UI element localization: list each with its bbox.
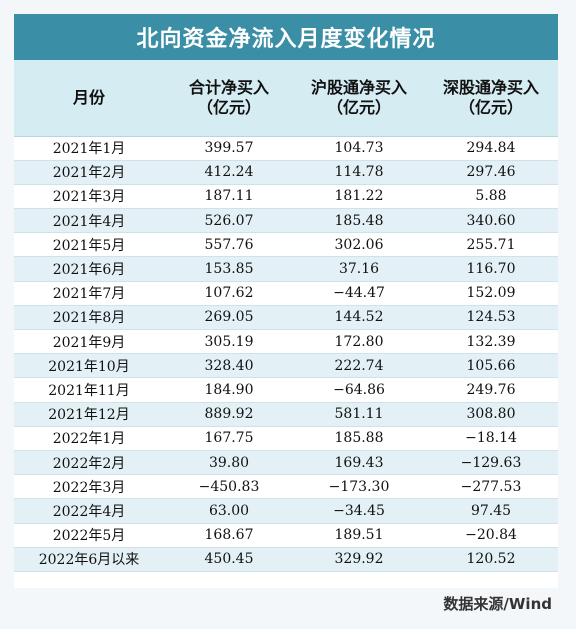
table-card: 北向资金净流入月度变化情况 月份 合计净买入 （亿元） 沪股通净买入 （亿元） … [14, 14, 558, 588]
table-row: 2021年6月 153.85 37.16 116.70 [14, 256, 558, 282]
cell-total: 107.62 [164, 281, 294, 306]
cell-shenzhen: 105.66 [424, 353, 558, 379]
header-row: 月份 合计净买入 （亿元） 沪股通净买入 （亿元） 深股通净买入 （亿元） [14, 60, 558, 137]
cell-shanghai: −173.30 [294, 474, 424, 500]
table-row: 2021年3月 187.11 181.22 5.88 [14, 184, 558, 210]
cell-month: 2021年12月 [14, 402, 164, 427]
cell-month: 2021年8月 [14, 305, 164, 331]
cell-shenzhen: 97.45 [424, 498, 558, 524]
cell-shenzhen: 5.88 [424, 184, 558, 210]
table-row: 2021年12月 889.92 581.11 308.80 [14, 402, 558, 427]
cell-shanghai: 172.80 [294, 329, 424, 355]
cell-month: 2022年5月 [14, 523, 164, 548]
cell-shanghai: 329.92 [294, 547, 424, 572]
cell-total: 305.19 [164, 329, 294, 355]
data-table: 月份 合计净买入 （亿元） 沪股通净买入 （亿元） 深股通净买入 （亿元） 20… [14, 60, 558, 572]
table-title: 北向资金净流入月度变化情况 [14, 14, 558, 60]
cell-shenzhen: 120.52 [424, 547, 558, 572]
cell-month: 2022年6月以来 [14, 547, 164, 572]
table-row: 2021年8月 269.05 144.52 124.53 [14, 305, 558, 331]
table-row: 2021年10月 328.40 222.74 105.66 [14, 353, 558, 379]
cell-shanghai: −44.47 [294, 281, 424, 306]
cell-total: 412.24 [164, 160, 294, 185]
cell-total: 187.11 [164, 184, 294, 210]
cell-total: 167.75 [164, 426, 294, 451]
cell-shanghai: 104.73 [294, 136, 424, 161]
cell-shenzhen: 255.71 [424, 232, 558, 258]
cell-month: 2021年7月 [14, 281, 164, 306]
cell-total: 63.00 [164, 498, 294, 524]
cell-shanghai: 169.43 [294, 450, 424, 476]
cell-month: 2021年5月 [14, 232, 164, 258]
cell-total: 153.85 [164, 256, 294, 282]
cell-shenzhen: −277.53 [424, 474, 558, 500]
cell-shenzhen: 132.39 [424, 329, 558, 355]
table-row: 2021年4月 526.07 185.48 340.60 [14, 208, 558, 234]
cell-total: −450.83 [164, 474, 294, 500]
cell-month: 2022年4月 [14, 498, 164, 524]
cell-shenzhen: 116.70 [424, 256, 558, 282]
header-total: 合计净买入 （亿元） [164, 60, 294, 137]
cell-shanghai: 181.22 [294, 184, 424, 210]
cell-shanghai: 185.48 [294, 208, 424, 234]
table-row: 2021年1月 399.57 104.73 294.84 [14, 136, 558, 161]
cell-total: 168.67 [164, 523, 294, 548]
cell-total: 399.57 [164, 136, 294, 161]
cell-month: 2021年1月 [14, 136, 164, 161]
cell-total: 889.92 [164, 402, 294, 427]
cell-shanghai: 581.11 [294, 402, 424, 427]
cell-month: 2022年2月 [14, 450, 164, 476]
table-row: 2021年7月 107.62 −44.47 152.09 [14, 281, 558, 306]
cell-shenzhen: −20.84 [424, 523, 558, 548]
table-row: 2021年9月 305.19 172.80 132.39 [14, 329, 558, 355]
cell-shanghai: 189.51 [294, 523, 424, 548]
cell-shenzhen: 340.60 [424, 208, 558, 234]
header-shenzhen: 深股通净买入 （亿元） [424, 60, 558, 137]
table-row: 2021年2月 412.24 114.78 297.46 [14, 160, 558, 185]
header-month: 月份 [14, 60, 164, 137]
table-row: 2022年2月 39.80 169.43 −129.63 [14, 450, 558, 476]
cell-month: 2021年6月 [14, 256, 164, 282]
cell-shenzhen: 124.53 [424, 305, 558, 331]
cell-shenzhen: −18.14 [424, 426, 558, 451]
cell-shanghai: 114.78 [294, 160, 424, 185]
cell-shenzhen: 308.80 [424, 402, 558, 427]
table-row: 2021年5月 557.76 302.06 255.71 [14, 232, 558, 258]
cell-month: 2021年9月 [14, 329, 164, 355]
cell-shenzhen: 152.09 [424, 281, 558, 306]
cell-total: 269.05 [164, 305, 294, 331]
cell-shanghai: 302.06 [294, 232, 424, 258]
cell-shanghai: 144.52 [294, 305, 424, 331]
cell-total: 184.90 [164, 377, 294, 403]
table-row: 2022年3月 −450.83 −173.30 −277.53 [14, 474, 558, 500]
cell-total: 39.80 [164, 450, 294, 476]
table-row: 2022年4月 63.00 −34.45 97.45 [14, 498, 558, 524]
cell-month: 2021年10月 [14, 353, 164, 379]
table-row: 2022年1月 167.75 185.88 −18.14 [14, 426, 558, 451]
table-row: 2022年5月 168.67 189.51 −20.84 [14, 523, 558, 548]
cell-total: 557.76 [164, 232, 294, 258]
cell-shenzhen: 294.84 [424, 136, 558, 161]
cell-total: 450.45 [164, 547, 294, 572]
table-row: 2021年11月 184.90 −64.86 249.76 [14, 377, 558, 403]
cell-month: 2022年1月 [14, 426, 164, 451]
cell-month: 2021年3月 [14, 184, 164, 210]
cell-shenzhen: 249.76 [424, 377, 558, 403]
cell-shanghai: 185.88 [294, 426, 424, 451]
cell-shanghai: 222.74 [294, 353, 424, 379]
header-shanghai: 沪股通净买入 （亿元） [294, 60, 424, 137]
cell-month: 2021年2月 [14, 160, 164, 185]
cell-month: 2021年4月 [14, 208, 164, 234]
cell-total: 328.40 [164, 353, 294, 379]
table-row: 2022年6月以来 450.45 329.92 120.52 [14, 547, 558, 572]
cell-shanghai: −34.45 [294, 498, 424, 524]
cell-shanghai: 37.16 [294, 256, 424, 282]
cell-month: 2021年11月 [14, 377, 164, 403]
cell-total: 526.07 [164, 208, 294, 234]
cell-shenzhen: 297.46 [424, 160, 558, 185]
cell-month: 2022年3月 [14, 474, 164, 500]
source-note: 数据来源/Wind [443, 595, 552, 613]
cell-shanghai: −64.86 [294, 377, 424, 403]
cell-shenzhen: −129.63 [424, 450, 558, 476]
